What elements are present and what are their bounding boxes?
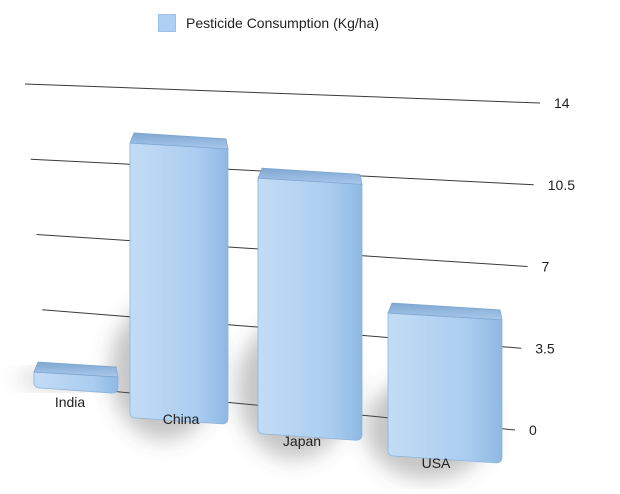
bar	[129, 142, 229, 425]
bar	[387, 312, 503, 464]
y-tick-label: 14	[554, 95, 570, 111]
legend-swatch	[158, 14, 176, 32]
bar-japan	[257, 167, 363, 441]
bar-china	[129, 132, 229, 425]
bar	[257, 177, 363, 441]
bar-usa	[387, 302, 503, 464]
legend-label: Pesticide Consumption (Kg/ha)	[186, 15, 379, 31]
gridline	[24, 83, 541, 104]
bar-top	[33, 361, 119, 378]
bar-india	[33, 361, 119, 394]
x-tick-label: China	[163, 411, 200, 427]
y-tick-label: 10.5	[548, 177, 575, 193]
bar-top	[129, 132, 229, 150]
x-tick-label: Japan	[283, 433, 321, 449]
x-tick-label: India	[55, 394, 86, 410]
y-tick-label: 7	[542, 259, 550, 275]
bar	[33, 371, 119, 394]
y-tick-label: 0	[529, 422, 537, 438]
x-tick-label: USA	[422, 455, 451, 471]
bar-top	[387, 302, 503, 321]
legend: Pesticide Consumption (Kg/ha)	[158, 14, 379, 32]
y-tick-label: 3.5	[535, 340, 555, 356]
bar-top	[257, 167, 363, 185]
